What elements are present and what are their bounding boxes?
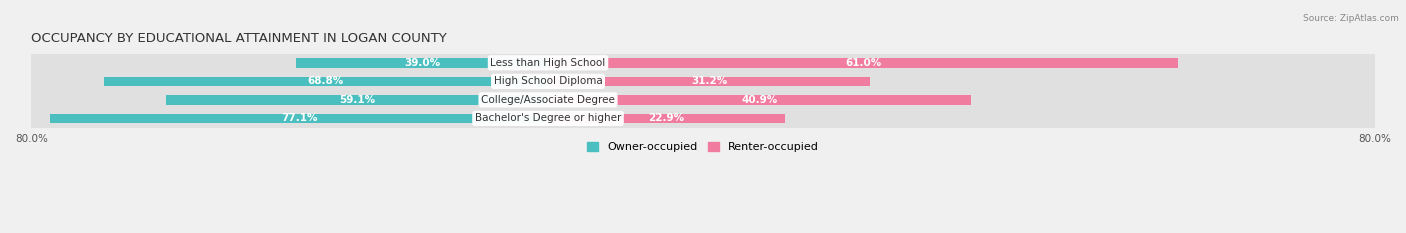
Bar: [548, 76, 870, 86]
Text: Source: ZipAtlas.com: Source: ZipAtlas.com: [1303, 14, 1399, 23]
Bar: [31, 54, 1375, 72]
Bar: [548, 58, 1178, 68]
Legend: Owner-occupied, Renter-occupied: Owner-occupied, Renter-occupied: [582, 137, 824, 157]
Text: 22.9%: 22.9%: [648, 113, 685, 123]
Text: 40.9%: 40.9%: [741, 95, 778, 105]
Text: Less than High School: Less than High School: [491, 58, 606, 68]
Text: 68.8%: 68.8%: [308, 76, 344, 86]
Bar: [51, 114, 548, 123]
Text: OCCUPANCY BY EDUCATIONAL ATTAINMENT IN LOGAN COUNTY: OCCUPANCY BY EDUCATIONAL ATTAINMENT IN L…: [31, 32, 447, 45]
Text: 77.1%: 77.1%: [281, 113, 318, 123]
Bar: [166, 95, 548, 105]
Text: 61.0%: 61.0%: [845, 58, 882, 68]
Text: College/Associate Degree: College/Associate Degree: [481, 95, 614, 105]
Text: High School Diploma: High School Diploma: [494, 76, 602, 86]
Bar: [104, 76, 548, 86]
Bar: [297, 58, 548, 68]
Bar: [31, 72, 1375, 90]
Bar: [31, 109, 1375, 128]
Bar: [31, 91, 1375, 109]
Text: 59.1%: 59.1%: [339, 95, 375, 105]
Text: 39.0%: 39.0%: [404, 58, 440, 68]
Text: 31.2%: 31.2%: [692, 76, 727, 86]
Bar: [548, 95, 970, 105]
Bar: [548, 114, 785, 123]
Text: Bachelor's Degree or higher: Bachelor's Degree or higher: [475, 113, 621, 123]
